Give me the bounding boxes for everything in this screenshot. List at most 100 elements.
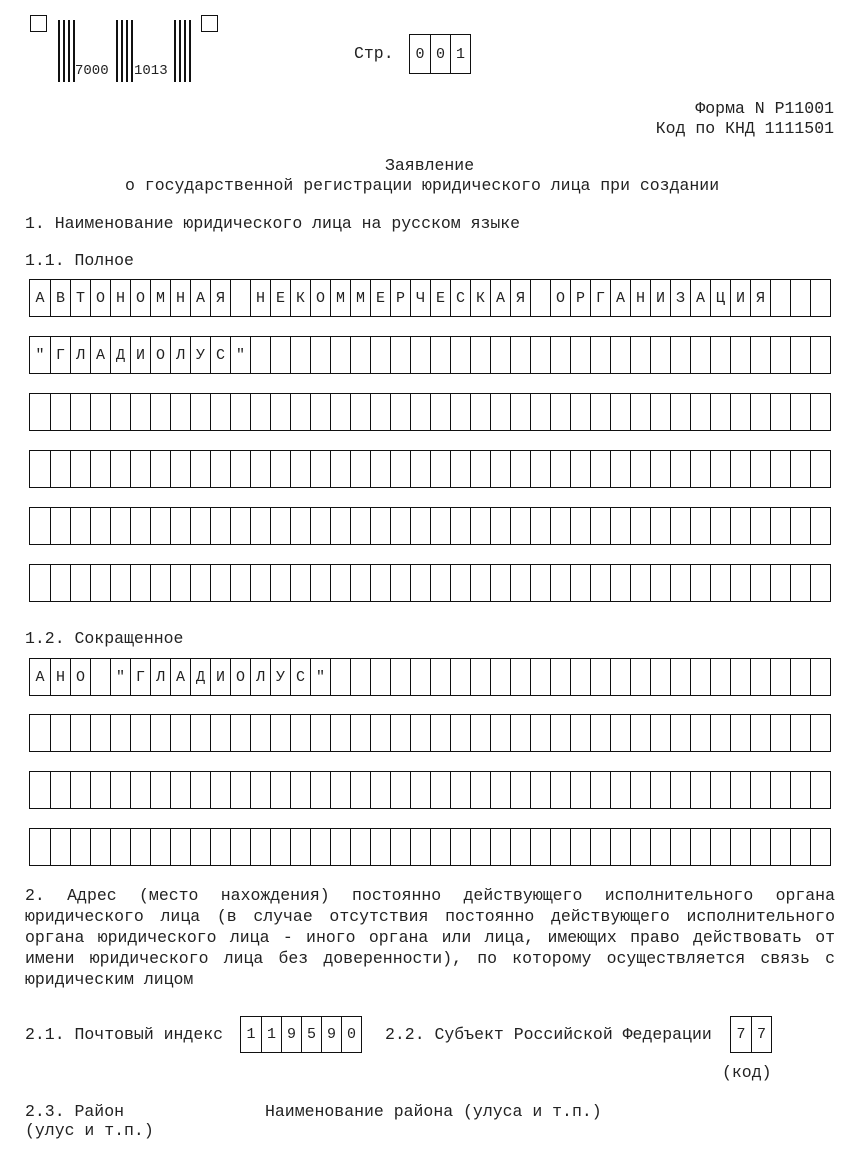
char-cell: Г — [130, 659, 150, 695]
char-cell — [650, 715, 670, 751]
full-name-row[interactable]: " Г Л А Д И О Л У С " — [29, 336, 831, 374]
char-cell — [570, 508, 590, 544]
char-cell — [730, 451, 750, 487]
char-cell — [570, 829, 590, 865]
char-cell — [490, 337, 510, 373]
section2-text-line: юридического лица (в случае отсутствия п… — [25, 907, 835, 926]
barcode-line — [179, 20, 181, 82]
char-cell — [170, 772, 190, 808]
char-cell — [250, 451, 270, 487]
char-cell — [470, 659, 490, 695]
corner-marker-left — [30, 15, 47, 32]
char-cell — [50, 829, 70, 865]
char-cell — [330, 451, 350, 487]
char-cell — [750, 829, 770, 865]
char-cell — [250, 772, 270, 808]
char-cell — [150, 772, 170, 808]
district-sublabel: (улус и т.п.) — [25, 1121, 154, 1140]
char-cell — [450, 715, 470, 751]
char-cell — [510, 829, 530, 865]
char-cell — [210, 451, 230, 487]
char-cell — [810, 394, 830, 430]
char-cell — [690, 508, 710, 544]
char-cell — [290, 337, 310, 373]
char-cell — [490, 394, 510, 430]
char-cell — [550, 659, 570, 695]
char-cell — [130, 394, 150, 430]
char-cell: А — [170, 659, 190, 695]
short-name-row[interactable] — [29, 828, 831, 866]
char-cell — [750, 394, 770, 430]
char-cell — [710, 772, 730, 808]
char-cell — [90, 565, 110, 601]
char-cell — [690, 394, 710, 430]
char-cell: 9 — [321, 1017, 341, 1052]
char-cell — [310, 829, 330, 865]
char-cell — [790, 565, 810, 601]
char-cell — [150, 565, 170, 601]
short-name-row[interactable]: А Н О " Г Л А Д И О Л У С " — [29, 658, 831, 696]
char-cell — [370, 659, 390, 695]
char-cell — [390, 451, 410, 487]
full-name-row[interactable] — [29, 393, 831, 431]
char-cell — [190, 394, 210, 430]
char-cell — [810, 829, 830, 865]
barcode-line — [58, 20, 60, 82]
char-cell — [30, 715, 50, 751]
char-cell — [430, 565, 450, 601]
char-cell — [770, 508, 790, 544]
char-cell — [390, 659, 410, 695]
char-cell — [110, 394, 130, 430]
char-cell — [130, 451, 150, 487]
char-cell — [450, 337, 470, 373]
char-cell — [350, 337, 370, 373]
char-cell — [190, 565, 210, 601]
char-cell — [730, 659, 750, 695]
char-cell — [30, 508, 50, 544]
char-cell — [550, 565, 570, 601]
full-name-row[interactable] — [29, 450, 831, 488]
char-cell — [30, 772, 50, 808]
char-cell: О — [230, 659, 250, 695]
char-cell — [450, 772, 470, 808]
full-name-row[interactable] — [29, 507, 831, 545]
char-cell — [530, 715, 550, 751]
char-cell — [750, 508, 770, 544]
char-cell — [690, 337, 710, 373]
char-cell — [790, 772, 810, 808]
char-cell: " — [110, 659, 130, 695]
full-name-row[interactable] — [29, 564, 831, 602]
char-cell: И — [210, 659, 230, 695]
char-cell — [650, 829, 670, 865]
subject-label: 2.2. Субъект Российской Федерации — [385, 1025, 712, 1044]
char-cell — [390, 394, 410, 430]
char-cell — [450, 508, 470, 544]
char-cell: Я — [210, 280, 230, 316]
char-cell — [530, 394, 550, 430]
char-cell: Н — [110, 280, 130, 316]
char-cell: С — [450, 280, 470, 316]
char-cell — [250, 394, 270, 430]
char-cell — [750, 659, 770, 695]
short-name-row[interactable] — [29, 714, 831, 752]
section1-heading: 1. Наименование юридического лица на рус… — [25, 214, 521, 233]
char-cell — [670, 829, 690, 865]
char-cell — [590, 829, 610, 865]
char-cell — [610, 508, 630, 544]
char-cell — [550, 772, 570, 808]
char-cell — [510, 394, 530, 430]
char-cell — [470, 565, 490, 601]
char-cell — [370, 337, 390, 373]
char-cell — [630, 337, 650, 373]
char-cell: А — [610, 280, 630, 316]
char-cell — [110, 565, 130, 601]
char-cell: 1 — [450, 35, 470, 73]
short-name-row[interactable] — [29, 771, 831, 809]
char-cell — [310, 337, 330, 373]
char-cell — [70, 565, 90, 601]
char-cell: Д — [110, 337, 130, 373]
char-cell — [770, 715, 790, 751]
